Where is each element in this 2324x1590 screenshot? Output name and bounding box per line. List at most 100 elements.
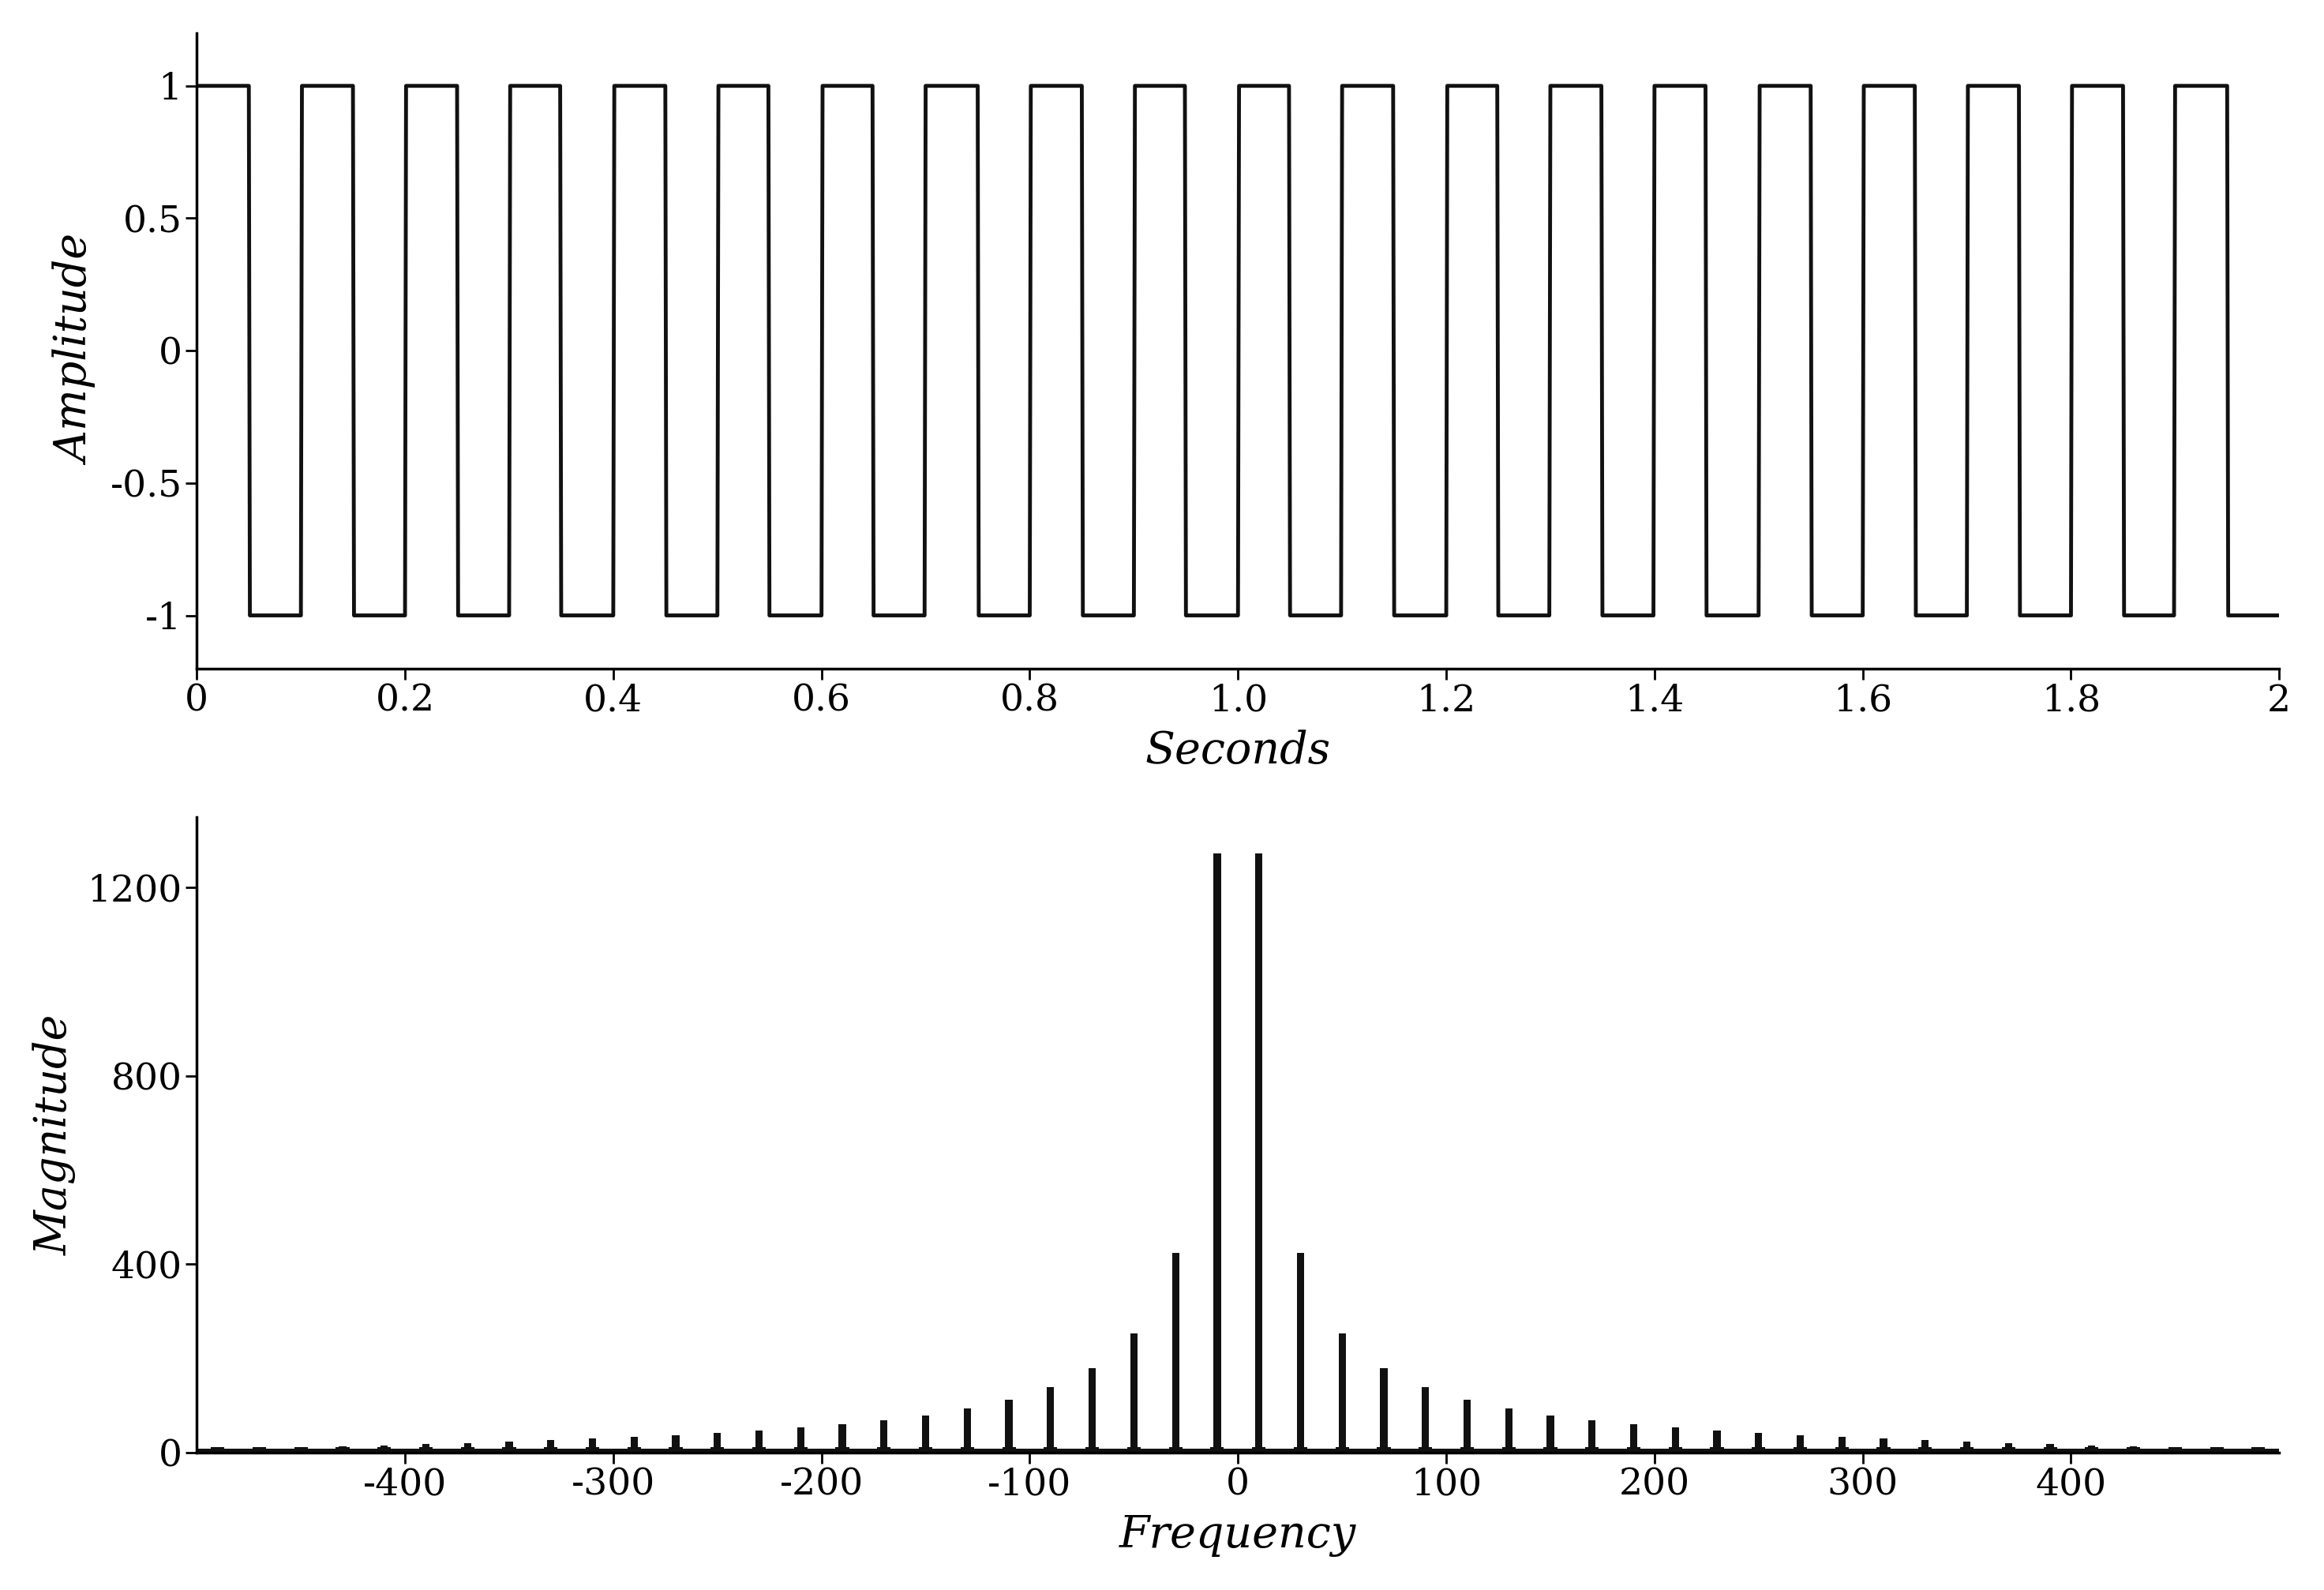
Bar [232,1450,239,1452]
Bar [541,1448,548,1452]
Bar [2094,1448,2101,1452]
Bar [830,1450,837,1452]
Bar [734,1448,741,1452]
Bar [328,1450,335,1452]
Bar [1408,1448,1415,1452]
Bar [195,1450,202,1452]
Bar [290,1448,297,1452]
Bar [360,1450,367,1452]
Bar [1899,1448,1908,1452]
Bar [274,1450,281,1452]
Bar [337,1447,346,1452]
Bar [1046,1447,1053,1452]
Bar [1776,1450,1783,1452]
Bar [1439,1450,1448,1452]
Bar [279,1450,286,1452]
Bar [1164,1450,1171,1452]
Bar [1120,1450,1127,1452]
Bar [876,1448,883,1452]
Bar [2113,1450,2119,1452]
Bar [1527,1450,1534,1452]
Bar [1494,1450,1501,1452]
Bar [2171,1447,2178,1452]
Bar [700,1448,706,1452]
Bar [423,1447,430,1452]
Bar [442,1448,449,1452]
Bar [297,1447,304,1452]
Bar [1724,1450,1731,1452]
Bar [1873,1448,1880,1452]
Bar [2108,1448,2115,1452]
Bar [1794,1447,1801,1452]
Bar [339,1447,346,1452]
Bar [2138,1450,2145,1452]
Bar [772,1450,779,1452]
Bar [1325,1448,1332,1452]
Bar [1257,1450,1264,1452]
Bar [2273,1450,2280,1452]
Bar [2261,1448,2268,1452]
Bar [1710,1450,1717,1452]
Bar [2212,1447,2219,1452]
Bar [834,1448,841,1452]
Bar [1585,1447,1592,1452]
Bar [335,1448,342,1452]
Bar [841,1447,848,1452]
Bar [2247,1450,2254,1452]
Bar [1611,1448,1618,1452]
Bar [1783,1448,1789,1452]
Bar [902,1450,909,1452]
Bar [1016,1450,1023,1452]
Bar [490,1450,497,1452]
Bar [1220,1448,1227,1452]
Bar [1067,1450,1076,1452]
Bar [1283,1448,1290,1452]
Bar [674,1447,681,1452]
Bar [1236,1450,1246,1452]
Bar [1694,1448,1701,1452]
Bar [792,1448,799,1452]
Bar [1011,1448,1018,1452]
Bar [1069,1450,1076,1452]
Bar [1466,1450,1473,1452]
Bar [1799,1447,1808,1452]
Bar [1875,1448,1882,1452]
Bar [667,1448,674,1452]
Bar [1938,1450,1948,1452]
Bar [1334,1448,1341,1452]
Bar [1483,1450,1490,1452]
Bar [2252,1447,2259,1452]
Bar [1748,1450,1755,1452]
Bar [1987,1450,1994,1452]
Bar [1055,1450,1062,1452]
Bar [1641,1448,1648,1452]
Bar [637,1448,644,1452]
Bar [1315,1450,1322,1452]
Bar [1452,1450,1459,1452]
Bar [1738,1450,1748,1452]
Bar [1241,1448,1248,1452]
Bar [488,1450,495,1452]
Bar [1780,1450,1787,1452]
Bar [528,1448,535,1452]
Bar [1945,1450,1952,1452]
Bar [1597,1450,1604,1452]
Bar [476,1448,486,1452]
Bar [632,1450,639,1452]
Bar [1694,1450,1701,1452]
Bar [1067,1448,1074,1452]
Bar [858,1448,867,1452]
Bar [1973,1450,1980,1452]
Bar [1399,1450,1406,1452]
Bar [1815,1450,1822,1452]
Bar [1274,1450,1281,1452]
Bar [1037,1448,1043,1452]
Bar [1425,1450,1432,1452]
Bar [1315,1450,1322,1452]
Bar [1373,1448,1380,1452]
Bar [1341,1447,1348,1452]
Bar [376,1448,383,1452]
Bar [1378,1447,1387,1452]
Bar [274,1450,281,1452]
Bar [2017,1448,2024,1452]
